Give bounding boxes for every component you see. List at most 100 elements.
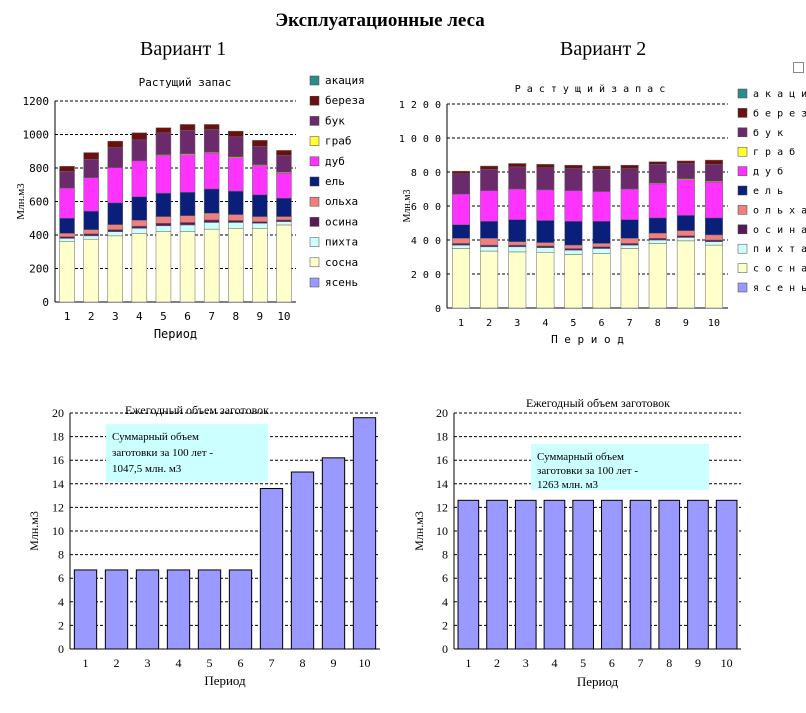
bar-segment-сосна (83, 238, 99, 303)
x-tick-label: 5 (207, 656, 213, 670)
bar-segment-ель (155, 192, 172, 217)
x-tick-label: 9 (257, 310, 264, 323)
bar-segment-пихта (59, 238, 75, 242)
legend-swatch-пихта (737, 243, 748, 254)
bar-segment-пихта (676, 237, 695, 242)
bar (715, 499, 738, 650)
y-tick-label: 400 (29, 229, 49, 242)
y-tick-label: 18 (52, 430, 64, 444)
x-tick-label: 6 (184, 310, 191, 323)
bar-segment-бук (276, 155, 292, 173)
legend-swatch-ель (309, 176, 320, 187)
bar-segment-ольха (620, 238, 639, 244)
y-tick-label: 4 (442, 595, 448, 609)
y-tick-label: 4 (58, 595, 64, 609)
bar-segment-ольха (228, 214, 244, 221)
legend-label-пихта: п и х т а (753, 244, 806, 255)
x-tick-label: 6 (599, 318, 605, 329)
y-tick-label: 0 (58, 642, 64, 656)
bar (687, 499, 709, 650)
bar-segment-пихта (648, 239, 667, 244)
x-tick-label: 9 (331, 656, 337, 670)
x-tick-label: 10 (277, 310, 290, 323)
x-tick-label: 3 (112, 310, 119, 323)
bar-segment-пихта (508, 246, 527, 253)
bar-segment-дуб (252, 165, 268, 196)
bar-segment-дуб (592, 191, 611, 222)
x-tick-label: 5 (580, 656, 586, 670)
y-axis-label: Млн.м3 (15, 183, 27, 220)
bar-segment-ель (131, 196, 148, 221)
bar-segment-дуб (648, 183, 667, 219)
y-tick-label: 6 (58, 571, 64, 585)
x-axis-label: Период (154, 327, 197, 341)
legend-label-береза: береза (325, 94, 365, 107)
bar (228, 569, 253, 650)
legend-label-осина: о с и н а (753, 225, 806, 236)
x-tick-label: 2 (494, 656, 500, 670)
x-axis-label: Период (204, 673, 246, 688)
bar-segment-дуб (276, 172, 292, 199)
bar-segment-ель (620, 219, 639, 239)
bar-segment-сосна (179, 231, 196, 303)
legend-swatch-ель (737, 185, 748, 196)
bar-segment-дуб (536, 189, 555, 221)
y-tick-label: 1 0 0 0 (399, 134, 441, 145)
bar-segment-пихта (620, 244, 639, 249)
bar-segment-ель (83, 210, 99, 230)
annotation-text: 1047,5 млн. м3 (112, 463, 182, 475)
bar-segment-бук (179, 130, 196, 155)
legend-swatch-дуб (737, 166, 748, 176)
checkbox-square[interactable] (793, 62, 804, 73)
bar-segment-пихта (203, 222, 220, 230)
bar (259, 488, 284, 650)
bar (486, 499, 508, 650)
bar-segment-дуб (131, 160, 148, 198)
bar-segment-осина (107, 229, 123, 232)
bar-segment-сосна (620, 248, 639, 309)
x-tick-label: 10 (708, 318, 720, 329)
bar-segment-пихта (228, 222, 244, 229)
bar-segment-ольха (179, 215, 196, 223)
x-tick-label: 2 (88, 310, 95, 323)
bar-segment-пихта (480, 246, 499, 252)
y-tick-label: 2 (58, 618, 64, 632)
bar-segment-осина (536, 245, 555, 248)
bar-segment-береза (676, 160, 695, 164)
y-axis-label: Млн.м3 (27, 511, 41, 551)
x-tick-label: 4 (542, 318, 548, 329)
bar-segment-бук (203, 129, 220, 153)
legend-swatch-бук (309, 116, 320, 126)
x-axis-label: Период (577, 674, 619, 689)
annotation-box (531, 444, 709, 490)
legend-swatch-ольха (309, 196, 320, 207)
y-tick-label: 600 (29, 196, 49, 209)
bar-segment-осина (564, 248, 583, 251)
y-tick-label: 2 0 0 (411, 270, 441, 281)
bar-segment-осина (179, 222, 196, 226)
bar-segment-сосна (107, 235, 123, 303)
bar-segment-ель (536, 220, 555, 243)
y-tick-label: 16 (52, 453, 64, 467)
legend-swatch-береза (309, 95, 320, 106)
legend-swatch-ясень (309, 277, 320, 288)
bar-segment-осина (676, 235, 695, 238)
bar-segment-ольха (59, 233, 75, 237)
bar (135, 569, 160, 650)
bar-segment-бук (228, 136, 244, 158)
legend-label-ель: е л ь (753, 186, 783, 197)
y-tick-label: 18 (436, 430, 448, 444)
bar-segment-ольха (83, 229, 99, 235)
bar-segment-ель (564, 221, 583, 246)
bar-segment-осина (452, 243, 471, 246)
bar-segment-береза (107, 140, 123, 148)
bar-segment-пихта (83, 235, 99, 240)
bar-segment-береза (155, 127, 172, 134)
bar-segment-ель (107, 202, 123, 225)
bar-segment-ель (592, 221, 611, 244)
bar (629, 499, 652, 650)
y-tick-label: 8 (442, 548, 448, 562)
bar-segment-сосна (131, 233, 148, 303)
x-tick-label: 3 (523, 656, 529, 670)
bar-segment-ель (228, 190, 244, 215)
